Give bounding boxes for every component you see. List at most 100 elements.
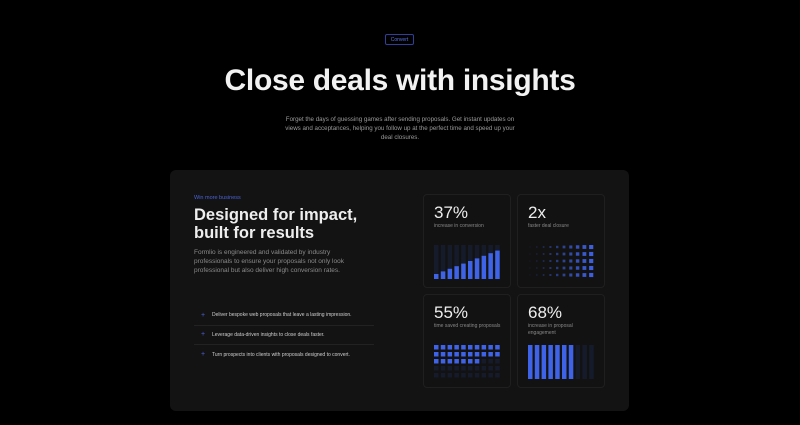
dot — [529, 274, 531, 276]
grid-dot — [440, 345, 446, 350]
grid-dot — [468, 345, 473, 350]
dot — [556, 273, 559, 277]
feature-card: Win more business Designed for impact, b… — [170, 170, 629, 411]
grid-dot — [440, 359, 446, 364]
grid-dot — [454, 345, 459, 350]
list-item: + Deliver bespoke web proposals that leav… — [194, 306, 374, 326]
eyebrow: Win more business — [194, 195, 241, 201]
dot — [569, 266, 573, 270]
grid-dot — [447, 359, 453, 364]
dot — [542, 246, 545, 248]
dot — [569, 252, 573, 256]
page-title: Close deals with insights — [224, 64, 576, 97]
grid-dot — [440, 373, 446, 378]
dot — [582, 266, 587, 270]
grid-dot — [468, 366, 473, 371]
grid-dot — [454, 359, 459, 364]
vertical-bar — [541, 345, 547, 379]
dot — [582, 273, 587, 277]
dot — [556, 259, 559, 263]
bar — [434, 274, 439, 279]
dot — [582, 245, 587, 249]
vertical-bar — [568, 345, 574, 379]
stat-value: 2x — [528, 203, 546, 222]
list-item-text: Deliver bespoke web proposals that leave… — [212, 312, 352, 319]
stat-card-closure: 2x faster deal closure — [517, 194, 605, 288]
dot — [589, 272, 594, 278]
feature-description: Formlio is engineered and validated by i… — [194, 249, 344, 274]
grid-dot — [434, 366, 439, 371]
dot — [536, 274, 538, 276]
grid-dot — [454, 373, 459, 378]
dot — [549, 259, 552, 263]
grid-dot — [474, 366, 480, 371]
stat-label: increase in proposal engagement — [528, 323, 573, 336]
dot — [589, 258, 594, 264]
plus-icon: + — [201, 311, 206, 319]
grid-dot — [468, 359, 473, 364]
grid-dot — [461, 345, 466, 350]
dot — [536, 267, 538, 269]
grid-dot — [434, 373, 439, 378]
dot — [575, 259, 580, 263]
grid-dot — [474, 345, 480, 350]
grid-dot — [474, 359, 480, 364]
bar — [454, 266, 459, 279]
grid-dot — [481, 366, 487, 371]
grid-dot — [495, 359, 500, 364]
grid-dot — [447, 366, 453, 371]
list-item-text: Turn prospects into clients with proposa… — [212, 351, 350, 358]
grid-dot — [474, 373, 480, 378]
list-item-text: Leverage data-driven insights to close d… — [212, 331, 325, 338]
grid-dot — [447, 373, 453, 378]
dot — [529, 260, 531, 262]
dot — [569, 273, 573, 277]
dot — [549, 273, 552, 277]
grid-dot — [495, 366, 500, 371]
bar-track — [454, 245, 459, 279]
grid-dot — [495, 345, 500, 350]
bar — [447, 268, 453, 279]
grid-dot — [481, 352, 487, 357]
bar — [461, 263, 466, 279]
dot — [575, 245, 580, 249]
dot — [536, 260, 538, 262]
vertical-bar — [555, 345, 560, 379]
bar — [488, 253, 493, 279]
grid-dot — [447, 345, 453, 350]
vertical-bar — [589, 345, 594, 379]
grid-dot — [488, 345, 493, 350]
grid-dot — [447, 352, 453, 357]
stat-label: faster deal closure — [528, 223, 569, 229]
dot — [562, 252, 566, 256]
grid-dot — [488, 352, 493, 357]
dot — [569, 245, 573, 249]
dot — [589, 265, 594, 271]
dot — [589, 251, 594, 257]
dot — [542, 267, 545, 269]
vertical-bar — [562, 345, 567, 379]
dot — [582, 252, 587, 256]
grid-dot — [495, 373, 500, 378]
dot — [556, 266, 559, 270]
stat-card-engagement: 68% increase in proposal engagement — [517, 294, 605, 388]
dot — [562, 273, 566, 277]
vertical-bar — [582, 345, 587, 379]
vertical-bar — [528, 345, 533, 379]
stat-card-conversion: 37% increase in conversion — [423, 194, 511, 288]
dot — [575, 266, 580, 270]
grid-dot — [461, 352, 466, 357]
stat-label: increase in conversion — [434, 223, 484, 229]
dot — [589, 245, 594, 250]
grid-dot — [434, 359, 439, 364]
grid-dot — [461, 359, 466, 364]
grid-dot — [481, 373, 487, 378]
stat-label: time saved creating proposals — [434, 323, 501, 329]
vertical-bar — [534, 345, 540, 379]
bar-track — [440, 245, 446, 279]
dot — [529, 253, 531, 255]
list-item: + Turn prospects into clients with propos… — [194, 345, 374, 365]
dot — [542, 274, 545, 276]
plus-icon: + — [201, 331, 206, 339]
feature-heading: Designed for impact, built for results — [194, 206, 358, 242]
